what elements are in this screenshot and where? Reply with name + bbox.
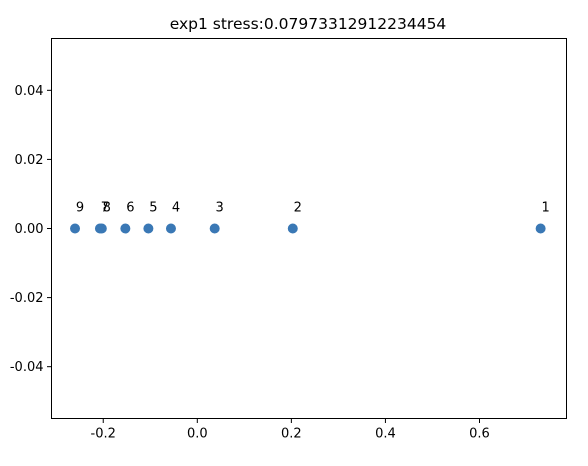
x-tick-label: 0.6 — [469, 427, 490, 442]
y-tick-label: -0.02 — [10, 291, 44, 306]
y-tick-label: 0.00 — [15, 222, 44, 237]
point-label-1: 1 — [541, 201, 549, 216]
y-tick-label: 0.02 — [15, 153, 44, 168]
data-point-6 — [120, 223, 131, 234]
y-axis: 0.04 0.02 0.00 -0.02 -0.04 — [10, 84, 52, 375]
x-tick-label: -0.2 — [91, 427, 116, 442]
point-label-2: 2 — [294, 201, 302, 216]
x-tick-label: 0.2 — [281, 427, 302, 442]
point-label-8: 8 — [103, 201, 111, 216]
point-labels: 1 2 3 456 78 9 — [76, 201, 550, 216]
x-tick-label: 0.4 — [375, 427, 396, 442]
data-point-2 — [287, 223, 298, 234]
point-label-3: 3 — [216, 201, 224, 216]
y-tick-label: -0.04 — [10, 360, 44, 375]
point-label-7: 7 — [101, 201, 109, 216]
x-tick-label: 0.0 — [187, 427, 208, 442]
point-label-6: 6 — [126, 201, 134, 216]
point-label-5: 5 — [149, 201, 157, 216]
point-label-4: 4 — [172, 201, 180, 216]
data-point-4 — [165, 223, 176, 234]
data-point-3 — [209, 223, 220, 234]
data-point-9 — [70, 223, 81, 234]
y-tick-label: 0.04 — [15, 84, 44, 99]
data-point-5 — [143, 223, 154, 234]
x-axis: -0.2 0.0 0.2 0.4 0.6 — [91, 418, 490, 442]
data-point-1 — [535, 223, 546, 234]
data-point-8 — [96, 223, 107, 234]
data-points — [70, 223, 546, 234]
point-label-9: 9 — [76, 201, 84, 216]
chart-title: exp1 stress:0.07973312912234454 — [170, 15, 447, 33]
